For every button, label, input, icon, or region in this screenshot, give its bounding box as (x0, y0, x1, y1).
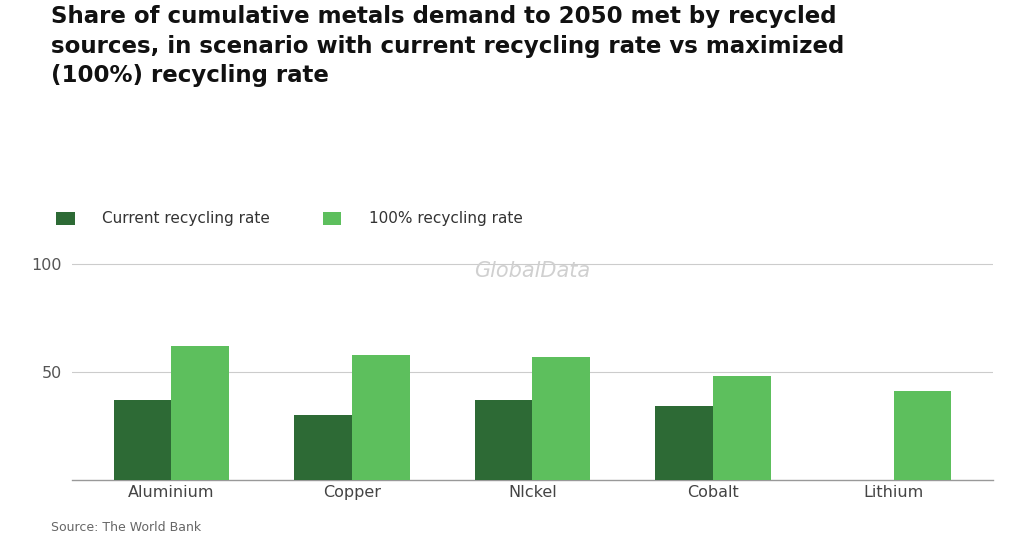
Bar (655, 406, 713, 480)
Text: Share of cumulative metals demand to 2050 met by recycled
sources, in scenario w: Share of cumulative metals demand to 205… (51, 5, 845, 87)
Bar (713, 376, 771, 480)
Bar (114, 400, 171, 480)
Bar (532, 357, 590, 480)
Text: Current recycling rate: Current recycling rate (102, 211, 270, 226)
Bar (894, 391, 951, 480)
Text: 100% recycling rate: 100% recycling rate (369, 211, 522, 226)
Bar (294, 415, 352, 480)
Bar (475, 400, 532, 480)
Bar (171, 346, 229, 480)
Text: GlobalData: GlobalData (474, 260, 591, 281)
Text: Source: The World Bank: Source: The World Bank (51, 521, 202, 534)
Bar (352, 355, 410, 480)
